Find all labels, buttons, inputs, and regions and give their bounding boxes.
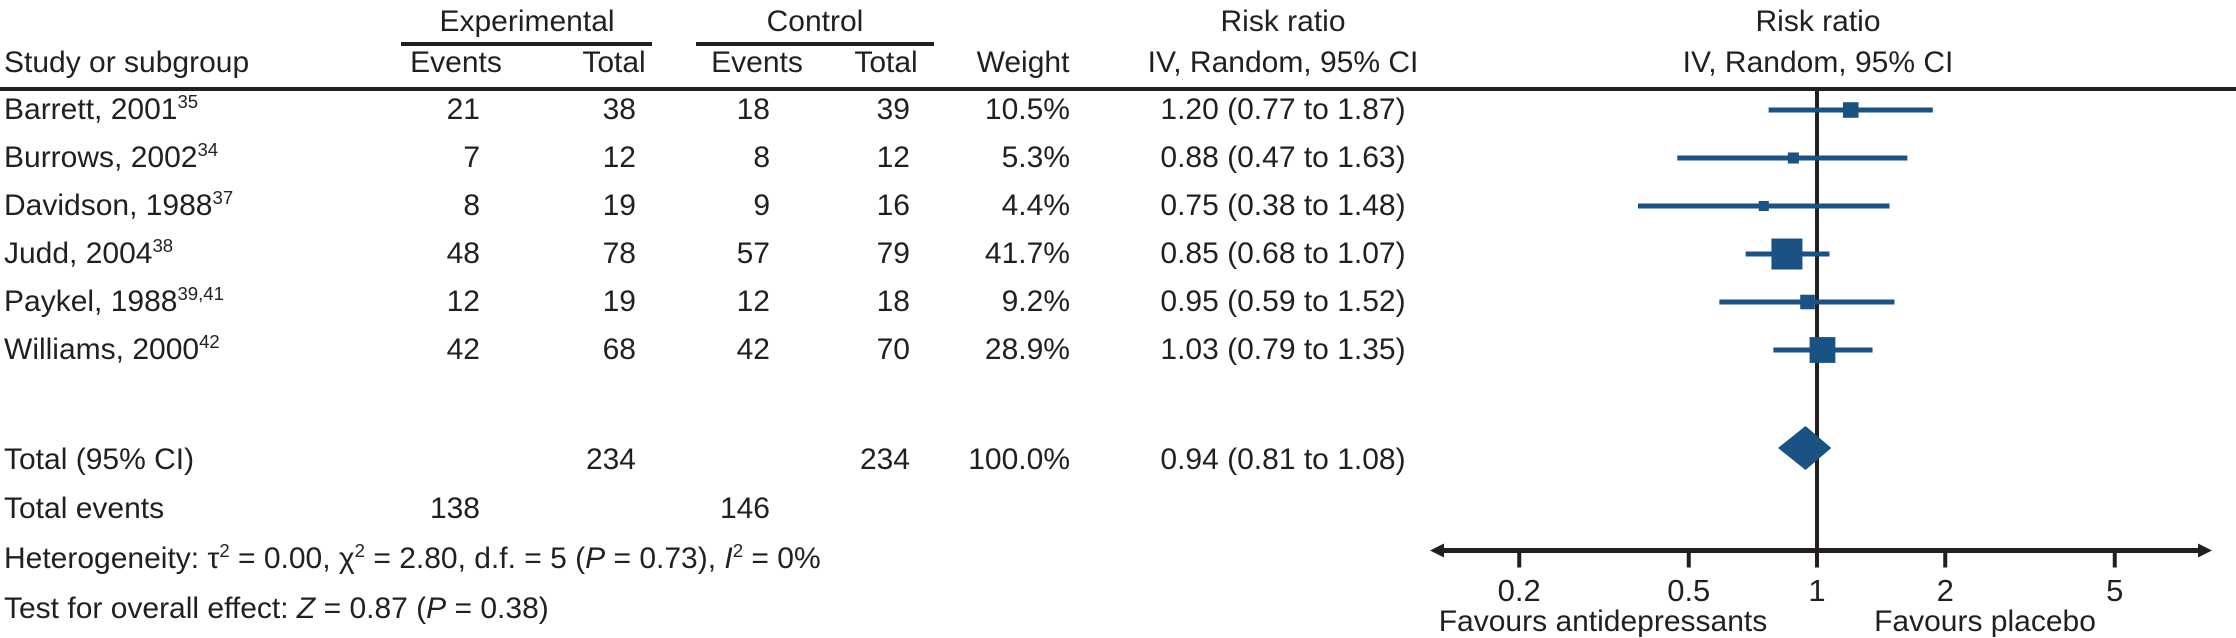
tick-label: 1 <box>1808 573 1825 608</box>
header-risk-ratio-plot-col: Risk ratio <box>1755 5 1881 38</box>
rr-text-cell: 0.75 (0.38 to 1.48) <box>1160 189 1406 222</box>
exp-total-cell: 68 <box>602 333 636 366</box>
total-events-label: Total events <box>4 492 165 525</box>
header-weight: Weight <box>976 46 1070 79</box>
ctrl-events-cell: 12 <box>736 285 770 318</box>
study-label: Paykel, 198839,41 <box>4 283 224 318</box>
rr-text-cell: 1.20 (0.77 to 1.87) <box>1160 93 1406 126</box>
header-control-group: Control <box>766 5 864 38</box>
header-ci-text-col: IV, Random, 95% CI <box>1147 46 1419 79</box>
study-label: Burrows, 200234 <box>4 139 219 174</box>
header-ctrl-total: Total <box>854 46 918 79</box>
axis-arrow-right <box>2198 543 2212 558</box>
study-marker <box>1842 102 1859 118</box>
weight-cell: 5.3% <box>1001 141 1070 174</box>
ctrl-events-cell: 57 <box>736 237 770 270</box>
weight-cell: 4.4% <box>1001 189 1070 222</box>
header-study: Study or subgroup <box>4 46 250 79</box>
ctrl-events-cell: 8 <box>753 141 770 174</box>
tick-label: 0.2 <box>1498 573 1541 608</box>
pooled-diamond <box>1778 426 1832 470</box>
study-marker <box>1800 294 1815 310</box>
header-risk-ratio-text-col: Risk ratio <box>1220 5 1346 38</box>
experimental-underline <box>401 42 652 46</box>
header-ci-plot-col: IV, Random, 95% CI <box>1682 46 1954 79</box>
total-exp-total: 234 <box>585 443 636 476</box>
total-label: Total (95% CI) <box>4 443 195 476</box>
ctrl-total-cell: 16 <box>876 189 910 222</box>
study-marker <box>1758 200 1769 212</box>
weight-cell: 10.5% <box>984 93 1070 126</box>
total-rr-text: 0.94 (0.81 to 1.08) <box>1160 443 1406 476</box>
study-marker <box>1787 152 1799 164</box>
control-underline <box>696 42 934 46</box>
exp-total-cell: 19 <box>602 285 636 318</box>
rr-text-cell: 1.03 (0.79 to 1.35) <box>1160 333 1406 366</box>
exp-total-cell: 38 <box>602 93 636 126</box>
rr-text-cell: 0.85 (0.68 to 1.07) <box>1160 237 1406 270</box>
rr-text-cell: 0.95 (0.59 to 1.52) <box>1160 285 1406 318</box>
ctrl-total-cell: 70 <box>876 333 910 366</box>
weight-cell: 9.2% <box>1001 285 1070 318</box>
study-marker <box>1809 337 1836 363</box>
header-ctrl-events: Events <box>711 46 803 79</box>
ctrl-total-cell: 12 <box>876 141 910 174</box>
tick-label: 0.5 <box>1667 573 1710 608</box>
header-exp-events: Events <box>410 46 502 79</box>
ctrl-events-cell: 42 <box>736 333 770 366</box>
exp-total-cell: 78 <box>602 237 636 270</box>
study-label: Barrett, 200135 <box>4 91 199 126</box>
ctrl-total-cell: 79 <box>876 237 910 270</box>
rr-text-cell: 0.88 (0.47 to 1.63) <box>1160 141 1406 174</box>
overall-effect-text: Test for overall effect: Z = 0.87 (P = 0… <box>4 592 549 625</box>
study-label: Judd, 200438 <box>4 235 174 270</box>
favours-left-label: Favours antidepressants <box>1439 605 1768 638</box>
tick-label: 5 <box>2106 573 2123 608</box>
exp-events-cell: 8 <box>463 189 480 222</box>
exp-events-cell: 21 <box>446 93 480 126</box>
exp-events-cell: 48 <box>446 237 480 270</box>
ctrl-total-cell: 18 <box>876 285 910 318</box>
exp-total-cell: 12 <box>602 141 636 174</box>
study-marker <box>1771 238 1803 270</box>
total-weight: 100.0% <box>968 443 1070 476</box>
study-label: Davidson, 198837 <box>4 187 234 222</box>
header-experimental-group: Experimental <box>439 5 615 38</box>
header-rule <box>0 87 2236 91</box>
study-label: Williams, 200042 <box>4 331 220 366</box>
exp-events-cell: 7 <box>463 141 480 174</box>
exp-total-cell: 19 <box>602 189 636 222</box>
tick-label: 2 <box>1937 573 1954 608</box>
total-events-exp: 138 <box>429 492 480 525</box>
ctrl-events-cell: 9 <box>753 189 770 222</box>
weight-cell: 41.7% <box>984 237 1070 270</box>
axis-arrow-left <box>1430 543 1444 558</box>
exp-events-cell: 42 <box>446 333 480 366</box>
total-ctrl-total: 234 <box>859 443 910 476</box>
weight-cell: 28.9% <box>984 333 1070 366</box>
favours-right-label: Favours placebo <box>1874 605 2096 638</box>
heterogeneity-text: Heterogeneity: τ2 = 0.00, χ2 = 2.80, d.f… <box>4 540 821 575</box>
ctrl-events-cell: 18 <box>736 93 770 126</box>
exp-events-cell: 12 <box>446 285 480 318</box>
header-exp-total: Total <box>582 46 646 79</box>
ctrl-total-cell: 39 <box>876 93 910 126</box>
total-events-ctrl: 146 <box>719 492 770 525</box>
